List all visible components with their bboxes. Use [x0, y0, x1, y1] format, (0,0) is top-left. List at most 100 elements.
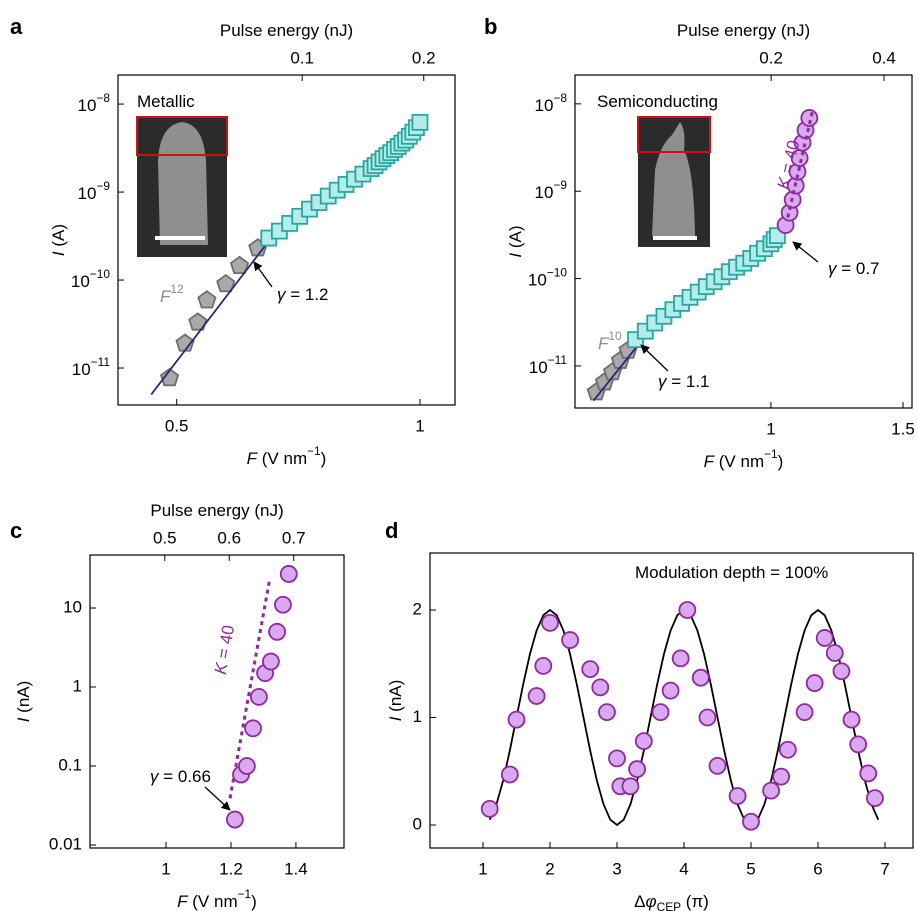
data-point [866, 789, 884, 808]
x-tick-label: 2 [545, 859, 554, 878]
annotation: F12 [160, 282, 184, 306]
y-tick-label: 10 [63, 598, 82, 617]
data-point [772, 767, 791, 786]
x2-tick-label: 0.7 [282, 528, 306, 547]
data-point [634, 732, 653, 751]
panel-letter: b [484, 14, 497, 39]
x2-tick-label: 0.2 [412, 48, 436, 67]
text-part: = 1.1 [667, 372, 710, 391]
tick-label-base: 10 [72, 361, 91, 380]
data-point [651, 703, 670, 722]
data-point [411, 113, 429, 131]
data-point [859, 764, 878, 783]
data-point [527, 687, 546, 705]
text-part: −1 [238, 887, 252, 901]
tick-label-exponent: −11 [91, 355, 111, 369]
data-point [591, 678, 610, 697]
text-part: K [211, 661, 232, 676]
text-part: F [598, 334, 610, 353]
data-point [805, 674, 824, 692]
text-part: = 0.66 [159, 767, 211, 786]
text-part: I [386, 716, 405, 721]
annotation: γ = 1.1 [658, 372, 710, 391]
text-part: F [160, 287, 172, 306]
y-axis-label: I (A) [506, 225, 525, 257]
y-tick-label: 10−11 [72, 355, 111, 379]
y-tick-label: 10−9 [78, 179, 111, 203]
data-point [762, 781, 780, 800]
text-part: = 1.2 [286, 285, 329, 304]
y-tick-label: 2 [413, 599, 422, 618]
y-tick-label: 0.01 [49, 834, 82, 853]
text-part: γ [150, 767, 160, 786]
text-part: Pulse energy (nJ) [677, 21, 810, 40]
x-tick-label: 7 [880, 859, 889, 878]
text-part: φ [646, 892, 657, 911]
data-point [244, 719, 262, 738]
tick-label-base: 10 [71, 273, 90, 292]
x-tick-label: 4 [679, 859, 688, 878]
data-point [678, 601, 697, 619]
data-point [608, 749, 626, 768]
text-part: Modulation depth = 100% [635, 563, 828, 582]
text-part: I [14, 717, 33, 722]
data-point [225, 810, 244, 829]
text-part: (A) [506, 225, 525, 252]
data-point [728, 787, 747, 805]
data-point [216, 273, 236, 293]
tick-label-exponent: −8 [96, 91, 110, 105]
y-tick-label: 1 [73, 676, 82, 695]
data-point [661, 681, 680, 700]
tick-label-exponent: −11 [548, 353, 568, 367]
x-axis-label: F (V nm−1) [247, 444, 327, 468]
data-point [480, 799, 499, 818]
annotation: Metallic [137, 92, 195, 111]
data-point [561, 631, 579, 649]
text-part: 10 [608, 329, 622, 343]
tick-label-base: 10 [78, 185, 97, 204]
data-point [832, 662, 851, 681]
x-tick-label: 1.2 [219, 859, 243, 878]
data-point [691, 668, 710, 687]
text-part: (V nm [188, 892, 238, 911]
y-tick-label: 0.1 [58, 755, 82, 774]
arrow [640, 344, 669, 372]
x-tick-label: 1 [161, 859, 170, 878]
text-part: Pulse energy (nJ) [150, 501, 283, 520]
x-tick-label: 1 [478, 859, 487, 878]
x-tick-label: 1 [415, 416, 424, 435]
x-tick-label: 5 [746, 859, 755, 878]
data-point [250, 687, 268, 706]
plot-frame [574, 74, 913, 409]
data-point [188, 312, 208, 331]
data-point [279, 565, 298, 583]
text-part: γ [277, 285, 287, 304]
inset-image-a [136, 116, 228, 257]
data-point [534, 656, 553, 675]
data-point [825, 644, 844, 662]
tick-label-base: 10 [78, 97, 97, 116]
x-tick-label: 1.4 [284, 859, 308, 878]
text-part: F [247, 449, 259, 468]
text-part: (V nm [714, 452, 764, 471]
text-part: ) [321, 449, 327, 468]
text-part: (π) [681, 892, 709, 911]
text-part: (A) [49, 224, 68, 251]
y-tick-label: 10−8 [78, 91, 111, 115]
data-point [229, 255, 250, 275]
y-tick-label: 10−9 [535, 178, 568, 202]
inset-image-b [637, 116, 711, 247]
annotation: Modulation depth = 100% [635, 563, 828, 582]
text-part: ) [251, 892, 257, 911]
x-tick-label: 0.5 [165, 416, 189, 435]
x2-axis-label: Pulse energy (nJ) [220, 21, 353, 40]
plot-frame [89, 554, 345, 849]
data-point [500, 765, 519, 784]
data-point [237, 757, 256, 775]
data-point [159, 367, 180, 387]
tick-label-exponent: −8 [553, 91, 567, 105]
annotation: γ = 1.2 [277, 285, 329, 304]
data-point [698, 708, 717, 727]
x-tick-label: 1.5 [891, 419, 915, 438]
